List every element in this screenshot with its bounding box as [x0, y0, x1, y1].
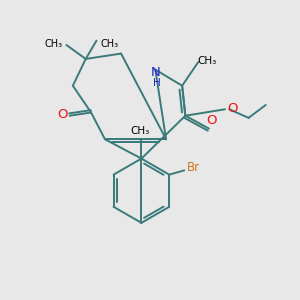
Text: CH₃: CH₃ [44, 39, 63, 49]
Text: O: O [206, 113, 216, 127]
Text: O: O [57, 108, 68, 121]
Text: Br: Br [187, 160, 200, 174]
Text: H: H [153, 77, 160, 88]
Text: CH₃: CH₃ [131, 126, 150, 136]
Text: CH₃: CH₃ [197, 56, 216, 66]
Text: N: N [151, 66, 160, 80]
Text: CH₃: CH₃ [100, 39, 118, 49]
Text: O: O [227, 102, 238, 115]
